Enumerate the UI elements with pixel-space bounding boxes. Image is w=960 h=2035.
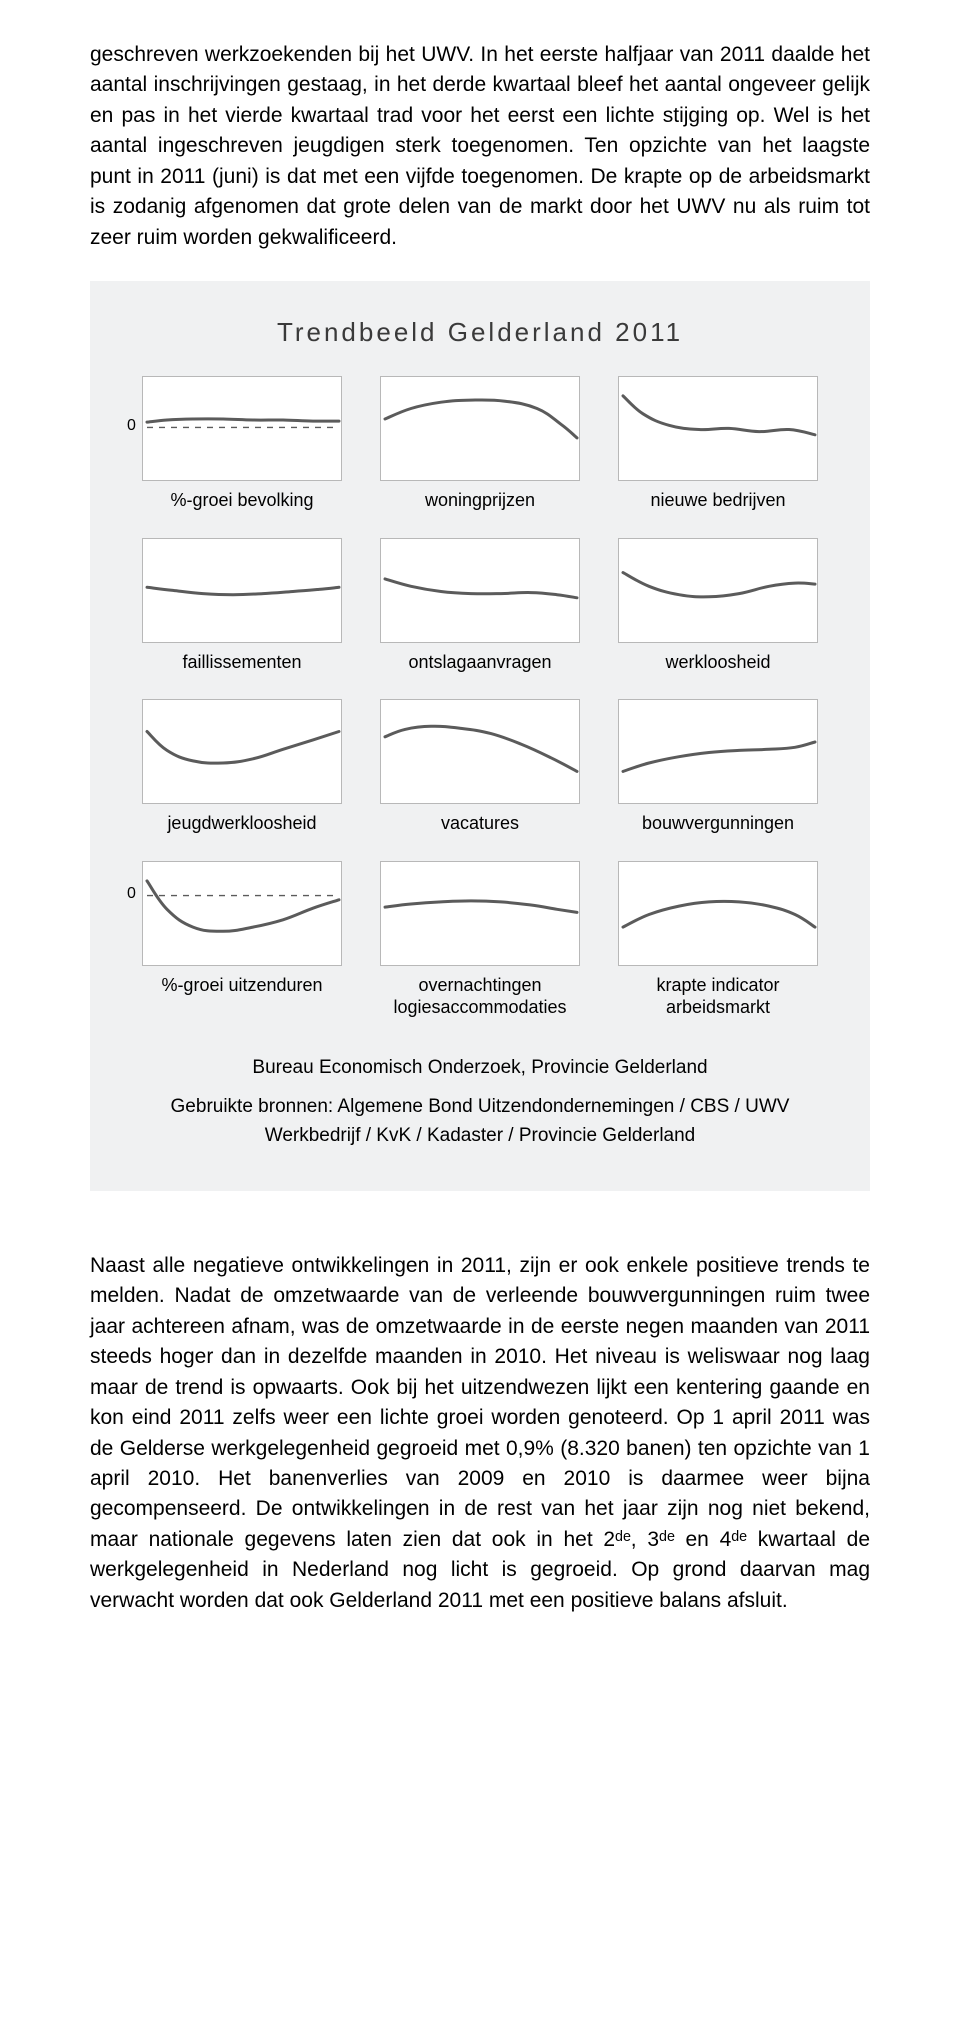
sparkline-chart: 0 [142, 861, 342, 966]
sparkline-chart [380, 699, 580, 804]
chart-cell: woningprijzen [376, 376, 584, 512]
sparkline-chart [618, 376, 818, 481]
sparkline-chart [618, 861, 818, 966]
axis-zero-label: 0 [127, 417, 136, 435]
chart-label: krapte indicatorarbeidsmarkt [656, 974, 779, 1019]
chart-cell: 0 %-groei uitzenduren [138, 861, 346, 1019]
sparkline-chart [380, 538, 580, 643]
chart-cell: bouwvergunningen [614, 699, 822, 835]
chart-cell: 0 %-groei bevolking [138, 376, 346, 512]
panel-footer: Bureau Economisch Onderzoek, Provincie G… [138, 1053, 822, 1151]
paragraph-bottom: Naast alle negatieve ontwikkelingen in 2… [90, 1251, 870, 1616]
chart-label: woningprijzen [425, 489, 535, 512]
trend-panel: Trendbeeld Gelderland 2011 0 %-groei bevo… [90, 281, 870, 1191]
chart-label: vacatures [441, 812, 519, 835]
chart-label: nieuwe bedrijven [650, 489, 785, 512]
chart-label: ontslagaanvragen [408, 651, 551, 674]
chart-label: jeugdwerkloosheid [167, 812, 316, 835]
sparkline-chart [142, 699, 342, 804]
chart-cell: faillissementen [138, 538, 346, 674]
chart-cell: jeugdwerkloosheid [138, 699, 346, 835]
chart-label: werkloosheid [665, 651, 770, 674]
sparkline-chart [380, 861, 580, 966]
chart-cell: werkloosheid [614, 538, 822, 674]
chart-cell: overnachtingenlogiesaccommodaties [376, 861, 584, 1019]
chart-label: faillissementen [182, 651, 301, 674]
chart-grid: 0 %-groei bevolking woningprijzen nieuwe be… [138, 376, 822, 1019]
sparkline-chart [618, 538, 818, 643]
chart-cell: ontslagaanvragen [376, 538, 584, 674]
chart-cell: vacatures [376, 699, 584, 835]
chart-cell: nieuwe bedrijven [614, 376, 822, 512]
sparkline-chart [618, 699, 818, 804]
axis-zero-label: 0 [127, 885, 136, 903]
panel-footer-line2: Gebruikte bronnen: Algemene Bond Uitzend… [138, 1092, 822, 1151]
paragraph-top: geschreven werkzoekenden bij het UWV. In… [90, 40, 870, 253]
panel-footer-line1: Bureau Economisch Onderzoek, Provincie G… [138, 1053, 822, 1082]
chart-cell: krapte indicatorarbeidsmarkt [614, 861, 822, 1019]
page: geschreven werkzoekenden bij het UWV. In… [0, 0, 960, 1704]
panel-title: Trendbeeld Gelderland 2011 [138, 317, 822, 348]
sparkline-chart [142, 538, 342, 643]
sparkline-chart: 0 [142, 376, 342, 481]
chart-label: overnachtingenlogiesaccommodaties [393, 974, 566, 1019]
chart-label: bouwvergunningen [642, 812, 794, 835]
chart-label: %-groei uitzenduren [161, 974, 322, 997]
sparkline-chart [380, 376, 580, 481]
chart-label: %-groei bevolking [170, 489, 313, 512]
